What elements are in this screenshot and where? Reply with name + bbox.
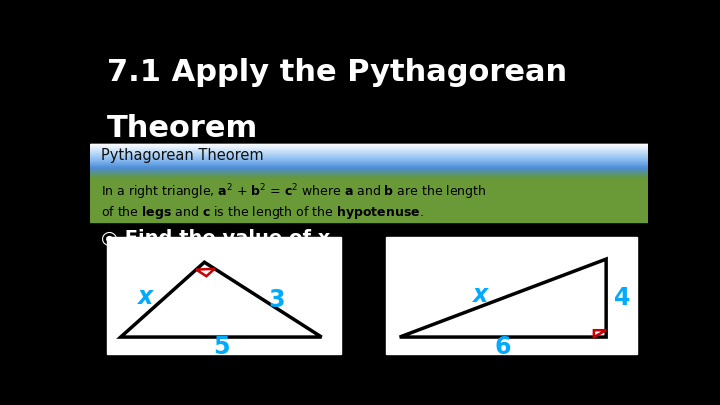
Text: Theorem: Theorem bbox=[107, 114, 258, 143]
Text: 3: 3 bbox=[269, 288, 285, 311]
Bar bbox=[90, 151, 648, 152]
Bar bbox=[90, 159, 648, 160]
Bar bbox=[386, 237, 636, 354]
Text: x: x bbox=[138, 285, 153, 309]
Bar bbox=[90, 173, 648, 174]
Bar bbox=[90, 177, 648, 178]
Bar bbox=[90, 163, 648, 164]
Bar bbox=[90, 166, 648, 167]
Bar bbox=[90, 160, 648, 161]
Bar bbox=[90, 157, 648, 158]
Bar bbox=[90, 170, 648, 171]
Bar bbox=[90, 155, 648, 156]
Bar bbox=[90, 161, 648, 162]
Text: Pythagorean Theorem: Pythagorean Theorem bbox=[101, 148, 264, 163]
Bar bbox=[90, 171, 648, 172]
Bar bbox=[90, 172, 648, 173]
Bar bbox=[90, 147, 648, 148]
Bar bbox=[90, 154, 648, 155]
Bar bbox=[90, 145, 648, 146]
Bar bbox=[90, 158, 648, 159]
Text: 7.1 Apply the Pythagorean: 7.1 Apply the Pythagorean bbox=[107, 58, 567, 87]
Text: 5: 5 bbox=[213, 335, 230, 359]
Bar bbox=[90, 169, 648, 170]
Bar bbox=[90, 162, 648, 163]
Bar bbox=[90, 176, 648, 177]
Bar bbox=[90, 153, 648, 154]
Bar bbox=[90, 165, 648, 166]
Bar bbox=[90, 168, 648, 169]
Bar bbox=[90, 175, 648, 176]
Text: ◎ Find the value of x: ◎ Find the value of x bbox=[101, 229, 330, 248]
Bar bbox=[90, 174, 648, 175]
Bar bbox=[90, 144, 648, 145]
Bar bbox=[90, 148, 648, 149]
Bar bbox=[90, 150, 648, 151]
Bar bbox=[90, 179, 648, 222]
Text: x: x bbox=[473, 283, 488, 307]
Text: In a right triangle, $\mathbf{a}^2$ + $\mathbf{b}^2$ = $\mathbf{c}^2$ where $\ma: In a right triangle, $\mathbf{a}^2$ + $\… bbox=[101, 182, 487, 202]
Bar bbox=[90, 156, 648, 157]
Bar bbox=[107, 237, 341, 354]
Text: of the $\mathbf{legs}$ and $\mathbf{c}$ is the length of the $\mathbf{hypotenuse: of the $\mathbf{legs}$ and $\mathbf{c}$ … bbox=[101, 204, 424, 221]
Text: 4: 4 bbox=[613, 286, 630, 310]
Bar bbox=[90, 164, 648, 165]
Bar bbox=[90, 146, 648, 147]
Bar bbox=[90, 152, 648, 153]
Bar bbox=[90, 149, 648, 150]
Text: 6: 6 bbox=[495, 335, 511, 359]
Bar bbox=[90, 167, 648, 168]
